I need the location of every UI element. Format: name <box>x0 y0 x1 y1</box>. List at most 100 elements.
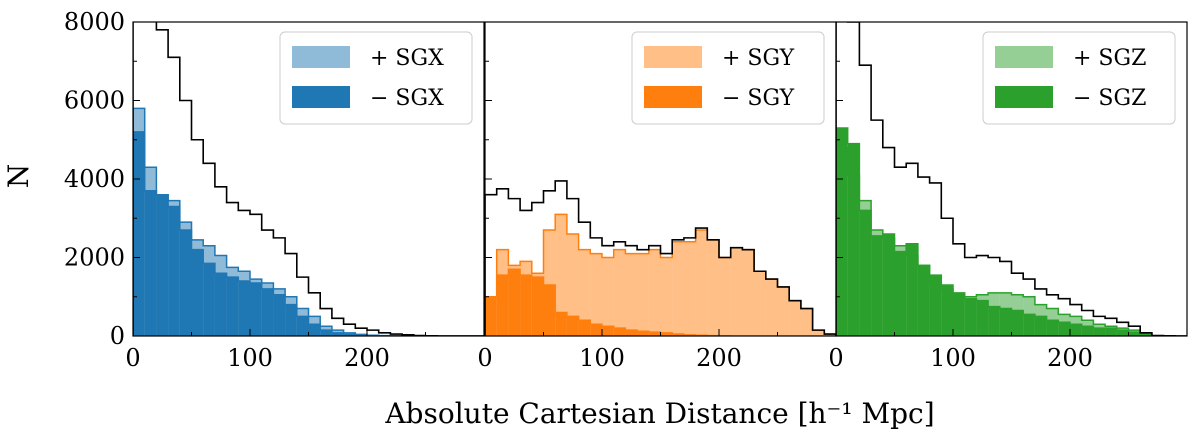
sgz-minus-bar <box>906 243 918 336</box>
y-tick-label: 4000 <box>64 165 125 193</box>
sgz-minus-outline <box>836 127 1187 336</box>
sgy-plus-bar <box>660 257 673 336</box>
sgz-minus-bar <box>1034 316 1047 336</box>
sgy-plus-bar <box>648 249 661 336</box>
sgz-minus-bar <box>964 298 977 336</box>
legend-swatch-plus <box>995 46 1053 68</box>
sgy-minus-bar <box>637 331 649 336</box>
x-tick-label: 200 <box>1047 344 1093 372</box>
sgx-minus-bar <box>144 190 157 336</box>
legend-swatch-minus <box>644 86 702 108</box>
sgy-minus-bar <box>602 326 614 336</box>
sgz-plus-outline <box>836 146 1187 336</box>
sgy-plus-bar <box>625 253 638 336</box>
x-tick-label: 0 <box>125 344 140 372</box>
sgy-plus-bar <box>555 214 567 336</box>
sgy-plus-bar <box>637 253 649 336</box>
sgy-minus-bar <box>543 284 556 336</box>
sgz-total-outline <box>836 22 1187 336</box>
sgz-minus-bar <box>1070 324 1082 336</box>
sgy-plus-bar <box>695 230 708 336</box>
sgy-plus-bar <box>765 279 778 336</box>
sgy-plus-bar <box>672 241 684 336</box>
legend-label: + SGZ <box>1073 46 1146 71</box>
sgx-minus-bar <box>261 288 274 336</box>
sgy-minus-bar <box>496 275 509 336</box>
x-tick-label: 200 <box>344 344 390 372</box>
sgz-minus-bar <box>1105 328 1117 336</box>
plot-area-sgz <box>836 22 1187 336</box>
x-tick-label: 0 <box>477 344 492 372</box>
sgy-plus-bar <box>566 233 579 336</box>
sgz-minus-bar <box>1011 310 1024 336</box>
sgy-minus-bar <box>590 324 602 336</box>
x-tick-label: 100 <box>930 344 976 372</box>
sgy-plus-bar <box>590 253 602 336</box>
sgy-plus-bar <box>683 241 696 336</box>
sgz-minus-bar <box>1058 322 1070 336</box>
sgy-plus-bar <box>613 249 626 336</box>
x-tick-label: 200 <box>696 344 742 372</box>
sgx-minus-bar <box>285 304 297 336</box>
plot-area-sgy <box>485 180 836 336</box>
x-tick-label: 100 <box>227 344 273 372</box>
sgx-minus-bar <box>343 334 356 336</box>
legend-label: − SGX <box>370 86 444 111</box>
sgx-minus-bar <box>203 263 215 336</box>
legend-swatch-minus <box>292 86 350 108</box>
sgx-minus-bar <box>156 194 169 336</box>
sgx-minus-bar <box>238 281 250 336</box>
sgy-minus-bar <box>625 330 638 336</box>
panel-sgy: 0 100 200 + SGY − SGY <box>477 21 837 372</box>
plot-area-sgx <box>133 22 484 336</box>
legend-label: − SGZ <box>1073 86 1146 111</box>
sgx-minus-bar <box>308 324 321 336</box>
sgz-minus-bar <box>1093 328 1106 336</box>
sgy-minus-bar <box>531 277 544 336</box>
sgy-total-outline <box>485 180 836 336</box>
y-tick-label: 8000 <box>64 8 125 36</box>
y-axis-title: N <box>2 164 35 189</box>
sgz-minus-bar <box>859 210 872 336</box>
sgy-minus-bar <box>520 275 532 336</box>
sgy-minus-bar <box>660 332 673 336</box>
sgy-plus-bar <box>824 334 836 336</box>
sgz-minus-bar <box>1023 314 1035 336</box>
y-tick-label: 0 <box>110 322 125 350</box>
sgx-minus-bar <box>226 277 239 336</box>
sgz-minus-bar <box>1081 326 1094 336</box>
sgz-minus-bar <box>953 292 965 336</box>
sgy-plus-bar <box>719 257 731 336</box>
sgz-minus-bar <box>871 235 883 336</box>
y-tick-label: 6000 <box>64 87 125 115</box>
sgy-minus-outline <box>485 268 836 336</box>
sgz-minus-bar <box>917 265 930 336</box>
sgz-minus-bar <box>988 306 1000 336</box>
sgy-minus-bar <box>672 334 684 336</box>
sgx-minus-bar <box>133 131 145 336</box>
sgy-minus-bar <box>508 269 521 336</box>
sgz-minus-bar <box>976 300 989 336</box>
legend-label: + SGX <box>370 46 444 71</box>
sgx-minus-bar <box>191 249 204 336</box>
sgy-minus-bar <box>566 316 579 336</box>
sgz-minus-bar <box>999 308 1012 336</box>
sgx-minus-bar <box>273 294 286 336</box>
sgx-minus-bar <box>320 330 332 336</box>
legend-label: + SGY <box>722 46 795 71</box>
legend-swatch-minus <box>995 86 1053 108</box>
sgy-minus-bar <box>555 312 567 336</box>
sgy-plus-bar <box>777 286 790 336</box>
sgx-minus-bar <box>168 206 180 336</box>
x-tick-label: 0 <box>828 344 843 372</box>
sgz-minus-bar <box>941 284 953 336</box>
x-tick-label: 100 <box>579 344 625 372</box>
sgx-minus-bar <box>250 283 262 336</box>
sgz-minus-bar <box>929 275 942 336</box>
panel-sgz: 0 100 200 + SGZ − SGZ <box>828 21 1188 372</box>
sgy-minus-bar <box>578 320 591 336</box>
sgz-minus-bar <box>836 127 848 336</box>
sgz-minus-bar <box>847 143 860 336</box>
